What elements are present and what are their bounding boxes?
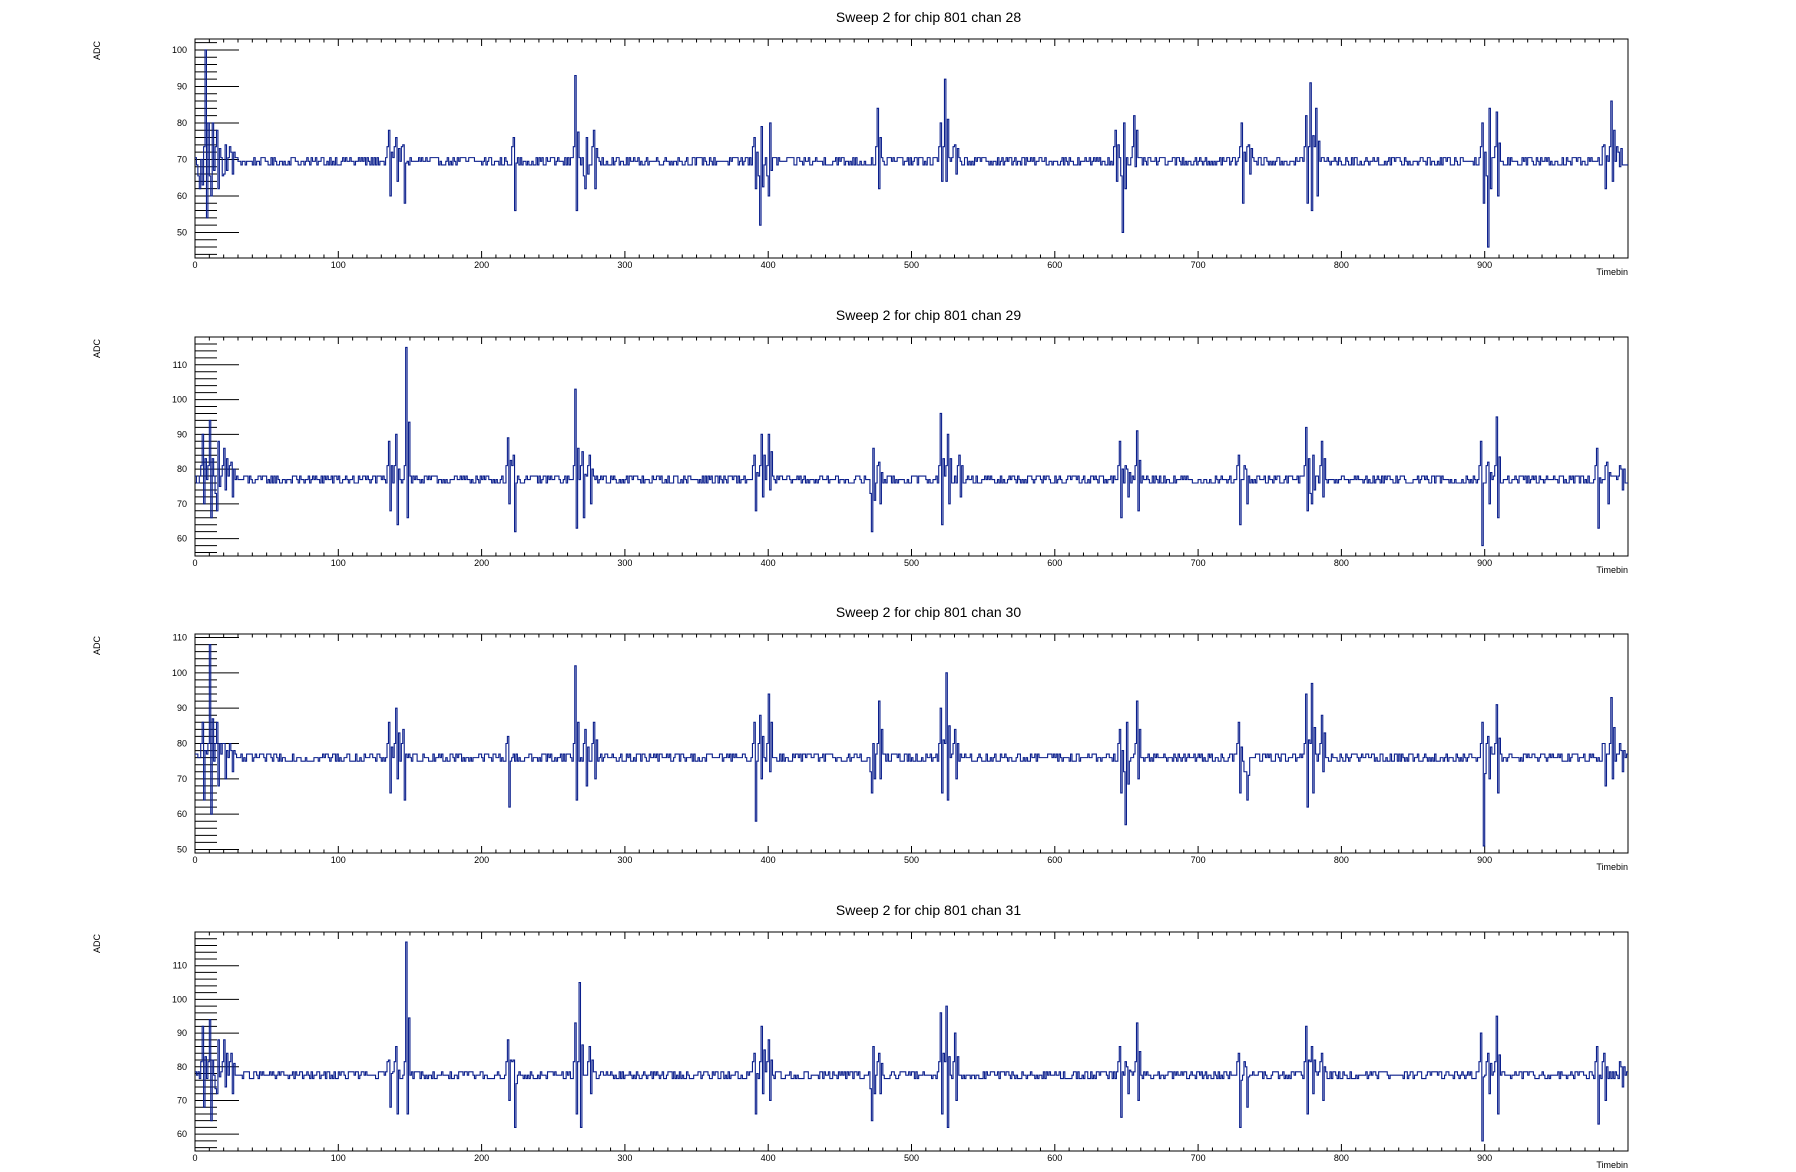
chart-panel-0: Sweep 2 for chip 801 chan 28 ADC Timebin 0 1… [92,9,1629,277]
x-tick-label: 400 [761,558,776,568]
x-tick-label: 300 [617,558,632,568]
y-tick-label: 50 [177,227,187,237]
y-tick-label: 90 [177,703,187,713]
chart-panel-1: Sweep 2 for chip 801 chan 29 ADC Timebin 0 1… [92,307,1629,575]
x-tick-label: 100 [331,855,346,865]
x-tick-label: 800 [1334,260,1349,270]
y-tick-label: 70 [177,499,187,509]
x-tick-label: 0 [192,855,197,865]
x-tick-label: 0 [192,558,197,568]
y-tick-label: 80 [177,464,187,474]
series-line [195,49,1628,248]
y-tick-label: 90 [177,1028,187,1038]
y-tick-label: 110 [173,961,187,971]
x-tick-label: 600 [1047,260,1062,270]
chart-title: Sweep 2 for chip 801 chan 28 [836,9,1021,25]
y-tick-label: 100 [172,994,187,1004]
chart-title: Sweep 2 for chip 801 chan 31 [836,902,1021,918]
chart-panel-2: Sweep 2 for chip 801 chan 30 ADC Timebin 0 1… [92,604,1629,872]
y-axis-label: ADC [92,339,102,359]
chart-title: Sweep 2 for chip 801 chan 29 [836,307,1021,323]
x-tick-label: 700 [1191,558,1206,568]
x-tick-label: 900 [1477,1153,1492,1163]
x-tick-label: 600 [1047,855,1062,865]
x-tick-label: 700 [1191,1153,1206,1163]
x-axis-label: Timebin [1596,565,1628,575]
y-tick-label: 60 [177,534,187,544]
x-tick-label: 400 [761,260,776,270]
x-tick-label: 800 [1334,1153,1349,1163]
plot-frame [194,38,1629,259]
y-tick-label: 60 [177,1129,187,1139]
y-axis-label: ADC [92,934,102,954]
x-axis-label: Timebin [1596,862,1628,872]
x-tick-label: 300 [617,1153,632,1163]
y-axis-label: ADC [92,636,102,656]
x-tick-label: 100 [331,260,346,270]
x-tick-label: 500 [904,855,919,865]
x-tick-label: 500 [904,1153,919,1163]
y-tick-label: 110 [173,360,187,370]
x-tick-label: 100 [331,1153,346,1163]
x-tick-label: 300 [617,855,632,865]
x-tick-label: 700 [1191,260,1206,270]
y-axis-label: ADC [92,41,102,61]
x-tick-label: 500 [904,260,919,270]
y-tick-label: 70 [177,1095,187,1105]
x-axis-label: Timebin [1596,1160,1628,1170]
x-tick-label: 200 [474,260,489,270]
x-tick-label: 300 [617,260,632,270]
x-tick-label: 200 [474,558,489,568]
series-line [195,346,1628,547]
y-tick-label: 100 [172,668,187,678]
x-tick-label: 0 [192,1153,197,1163]
x-axis-label: Timebin [1596,267,1628,277]
y-tick-label: 80 [177,739,187,749]
chart-panel-3: Sweep 2 for chip 801 chan 31 ADC Timebin 0 1… [92,902,1629,1170]
y-tick-label: 80 [177,1062,187,1072]
y-tick-label: 70 [177,774,187,784]
x-tick-label: 700 [1191,855,1206,865]
y-tick-label: 100 [172,395,187,405]
chart-title: Sweep 2 for chip 801 chan 30 [836,604,1021,620]
y-tick-label: 90 [177,429,187,439]
x-tick-label: 400 [761,1153,776,1163]
x-tick-label: 900 [1477,260,1492,270]
x-tick-label: 200 [474,855,489,865]
x-tick-label: 0 [192,260,197,270]
plot-frame [194,633,1629,854]
x-tick-label: 900 [1477,558,1492,568]
x-tick-label: 200 [474,1153,489,1163]
y-tick-label: 70 [177,154,187,164]
series-line [195,644,1628,847]
x-tick-label: 500 [904,558,919,568]
y-tick-label: 110 [173,633,187,643]
y-tick-label: 90 [177,81,187,91]
y-tick-label: 60 [177,809,187,819]
x-tick-label: 900 [1477,855,1492,865]
x-tick-label: 400 [761,855,776,865]
x-tick-label: 600 [1047,558,1062,568]
x-tick-label: 100 [331,558,346,568]
y-tick-label: 80 [177,118,187,128]
series-line [195,941,1628,1142]
y-tick-label: 100 [172,45,187,55]
y-tick-label: 50 [177,844,187,854]
x-tick-label: 600 [1047,1153,1062,1163]
x-tick-label: 800 [1334,855,1349,865]
y-tick-label: 60 [177,191,187,201]
x-tick-label: 800 [1334,558,1349,568]
